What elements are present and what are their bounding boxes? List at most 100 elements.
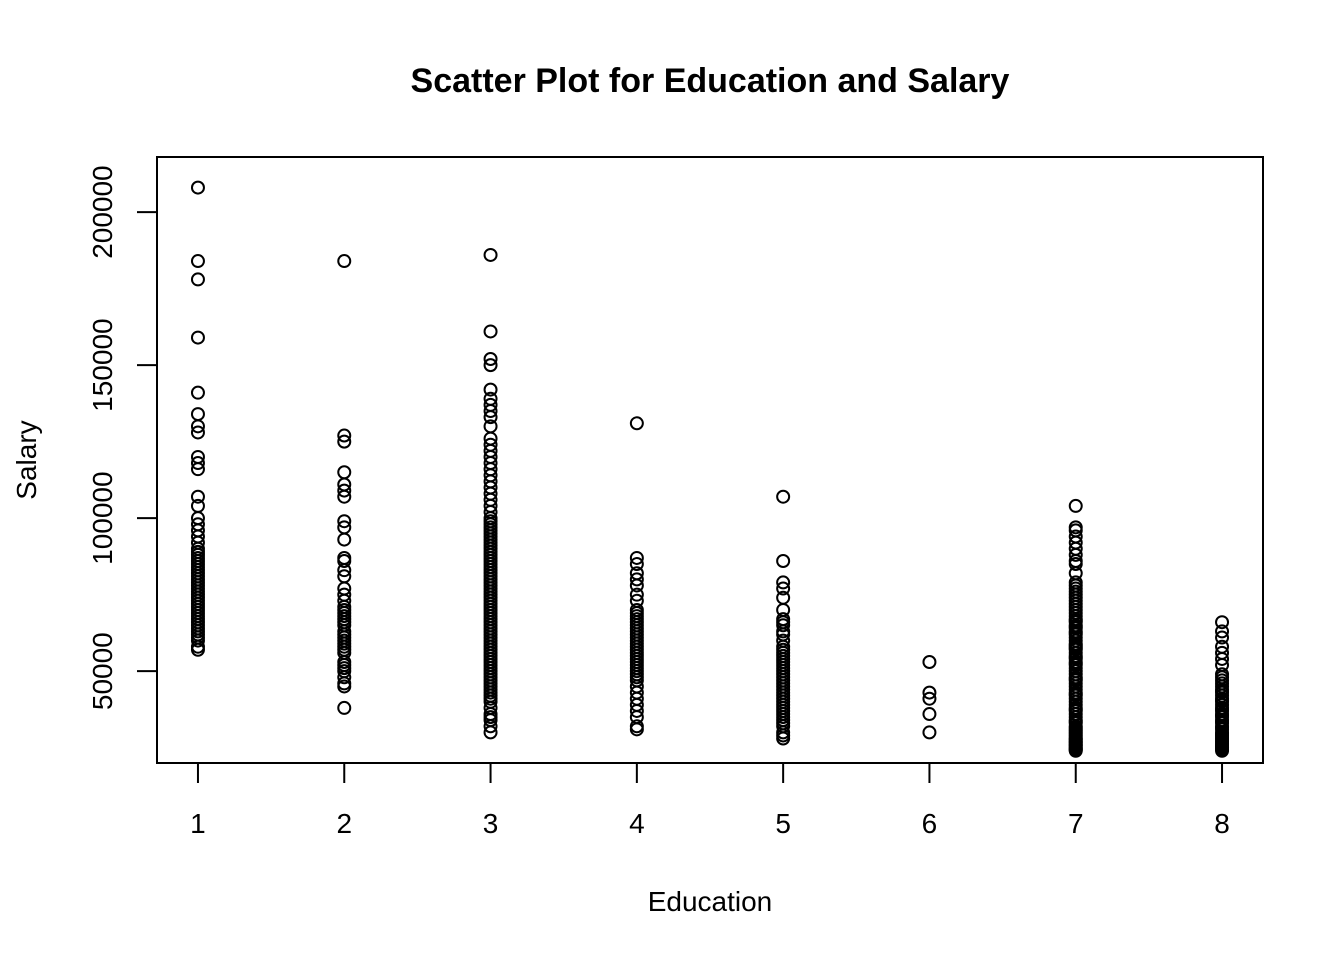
plot-frame xyxy=(156,156,1264,764)
data-point xyxy=(483,419,498,434)
data-point xyxy=(337,554,352,568)
data-point xyxy=(1215,630,1230,645)
data-point xyxy=(1068,743,1083,758)
data-point xyxy=(1215,651,1230,666)
x-tick-label: 6 xyxy=(922,808,938,839)
data-point xyxy=(629,572,644,587)
data-point xyxy=(337,514,352,529)
data-point xyxy=(1215,714,1230,729)
data-point xyxy=(190,633,205,648)
x-axis: 1 2 3 4 5 6 7 8 xyxy=(190,762,1230,839)
y-axis: 50000 100000 150000 200000 xyxy=(87,165,158,710)
data-point xyxy=(337,700,352,715)
data-point xyxy=(776,489,791,504)
data-point xyxy=(190,462,205,477)
data-point xyxy=(190,407,205,422)
data-point xyxy=(337,655,352,669)
data-point xyxy=(629,557,644,572)
chart-title: Scatter Plot for Education and Salary xyxy=(411,62,1010,100)
data-point xyxy=(190,330,205,345)
data-point xyxy=(1068,547,1083,562)
data-point xyxy=(1068,671,1083,686)
data-point xyxy=(1068,656,1083,671)
data-point xyxy=(337,627,352,642)
data-point xyxy=(483,410,498,425)
data-point xyxy=(337,489,352,504)
data-point xyxy=(483,324,498,339)
data-point xyxy=(922,725,937,740)
x-tick-label: 8 xyxy=(1214,808,1230,839)
data-point xyxy=(483,352,498,366)
data-point xyxy=(1215,624,1230,639)
data-point xyxy=(190,425,205,440)
data-point xyxy=(337,670,352,685)
data-point xyxy=(483,382,498,397)
data-point xyxy=(629,722,644,737)
data-point xyxy=(1215,693,1230,708)
data-point xyxy=(922,655,937,669)
data-point xyxy=(1215,720,1230,735)
data-point xyxy=(483,404,498,419)
x-tick-label: 1 xyxy=(190,808,206,839)
data-point xyxy=(483,358,498,373)
data-point xyxy=(922,707,937,722)
data-point xyxy=(337,428,352,443)
data-point xyxy=(337,532,352,547)
data-point xyxy=(337,679,352,694)
data-point xyxy=(1068,687,1083,702)
y-tick-label: 200000 xyxy=(87,165,118,258)
y-tick-label: 150000 xyxy=(87,318,118,411)
x-tick-label: 3 xyxy=(483,808,499,839)
y-axis-label: Salary xyxy=(11,420,42,499)
y-tick-label: 100000 xyxy=(87,471,118,564)
data-point xyxy=(1215,684,1230,699)
data-point xyxy=(1215,743,1230,758)
data-point xyxy=(776,554,791,568)
data-point xyxy=(337,434,352,449)
data-point xyxy=(776,581,791,596)
x-tick-label: 7 xyxy=(1068,808,1084,839)
y-tick-label: 50000 xyxy=(87,632,118,710)
data-point xyxy=(1215,615,1230,630)
data-point xyxy=(629,703,644,718)
data-point xyxy=(629,416,644,431)
data-point xyxy=(776,575,791,590)
data-point xyxy=(1068,714,1083,729)
data-point xyxy=(190,456,205,471)
data-point xyxy=(190,498,205,513)
data-point xyxy=(190,419,205,434)
data-point xyxy=(337,563,352,578)
data-point xyxy=(629,587,644,602)
data-point xyxy=(190,272,205,287)
data-point xyxy=(337,254,352,269)
data-point xyxy=(1215,740,1230,755)
data-point xyxy=(190,180,205,195)
data-point xyxy=(776,731,791,746)
data-point xyxy=(922,685,937,700)
data-point xyxy=(629,550,644,565)
data-point xyxy=(1068,613,1083,628)
data-point xyxy=(629,578,644,593)
data-point xyxy=(190,385,205,400)
data-point xyxy=(922,691,937,706)
data-point xyxy=(776,590,791,605)
data-point xyxy=(190,489,205,504)
data-point xyxy=(1068,650,1083,665)
x-axis-label: Education xyxy=(648,886,773,917)
x-tick-label: 4 xyxy=(629,808,645,839)
data-point xyxy=(337,465,352,480)
data-point xyxy=(190,642,205,657)
data-point xyxy=(776,618,791,633)
data-point xyxy=(337,483,352,498)
data-point xyxy=(190,254,205,269)
data-point xyxy=(1068,557,1083,572)
data-point xyxy=(483,719,498,734)
data-point xyxy=(1068,498,1083,513)
data-points xyxy=(190,180,1230,758)
x-tick-label: 2 xyxy=(336,808,352,839)
x-tick-label: 5 xyxy=(775,808,791,839)
data-point xyxy=(483,725,498,740)
data-point xyxy=(483,247,498,262)
